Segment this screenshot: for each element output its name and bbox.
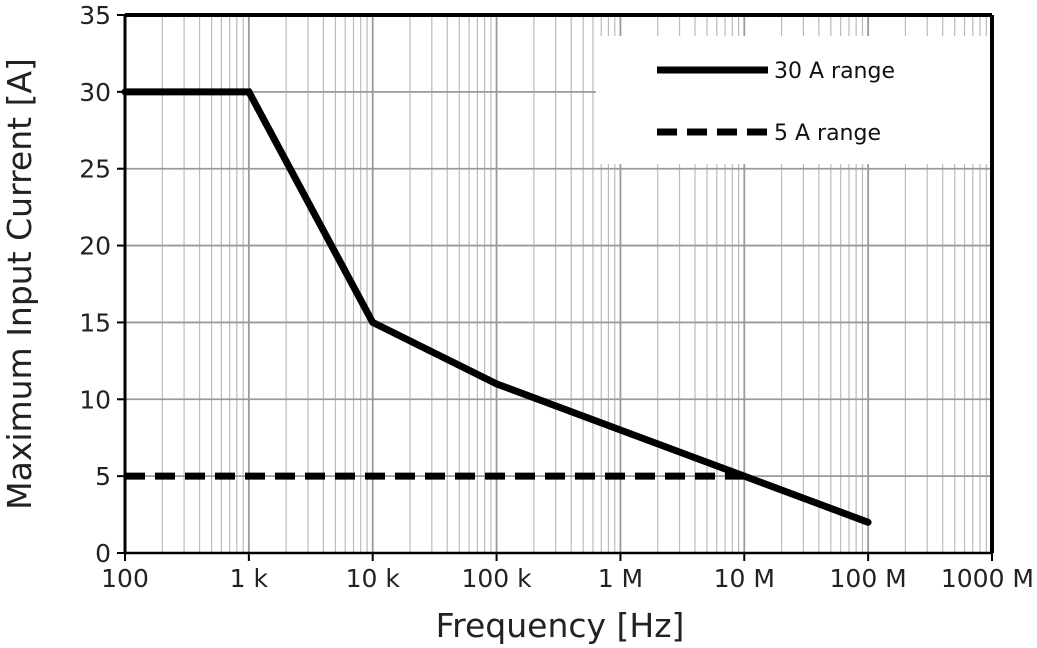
legend-label: 30 A range bbox=[774, 59, 895, 84]
x-tick-label: 100 M bbox=[830, 564, 907, 593]
y-axis-title: Maximum Input Current [A] bbox=[0, 58, 39, 510]
legend-label: 5 A range bbox=[774, 121, 881, 146]
x-tick-label: 1 k bbox=[230, 564, 269, 593]
y-tick-label: 5 bbox=[95, 462, 111, 491]
y-tick-label: 10 bbox=[79, 385, 111, 414]
x-tick-label: 100 k bbox=[461, 564, 532, 593]
x-tick-label: 1 M bbox=[598, 564, 643, 593]
series bbox=[121, 88, 872, 526]
legend: 30 A range 5 A range bbox=[596, 36, 992, 164]
legend-box bbox=[596, 36, 992, 164]
y-tick-label: 15 bbox=[79, 308, 111, 337]
plot-frame bbox=[117, 13, 994, 561]
y-tick-label: 0 bbox=[95, 539, 111, 568]
y-tick-label: 20 bbox=[79, 232, 111, 261]
y-tick-label: 30 bbox=[79, 78, 111, 107]
y-tick-label: 35 bbox=[79, 1, 111, 30]
tick-labels: 0 5 10 15 20 25 30 35 100 1 k 10 k 100 k 1 M 10 M 100 … bbox=[79, 1, 1034, 593]
y-tick-label: 25 bbox=[79, 155, 111, 184]
x-tick-label: 1000 M bbox=[941, 564, 1034, 593]
x-tick-label: 10 M bbox=[714, 564, 775, 593]
x-tick-label: 10 k bbox=[346, 564, 401, 593]
x-axis-title: Frequency [Hz] bbox=[436, 606, 685, 645]
x-tick-label: 100 bbox=[101, 564, 149, 593]
